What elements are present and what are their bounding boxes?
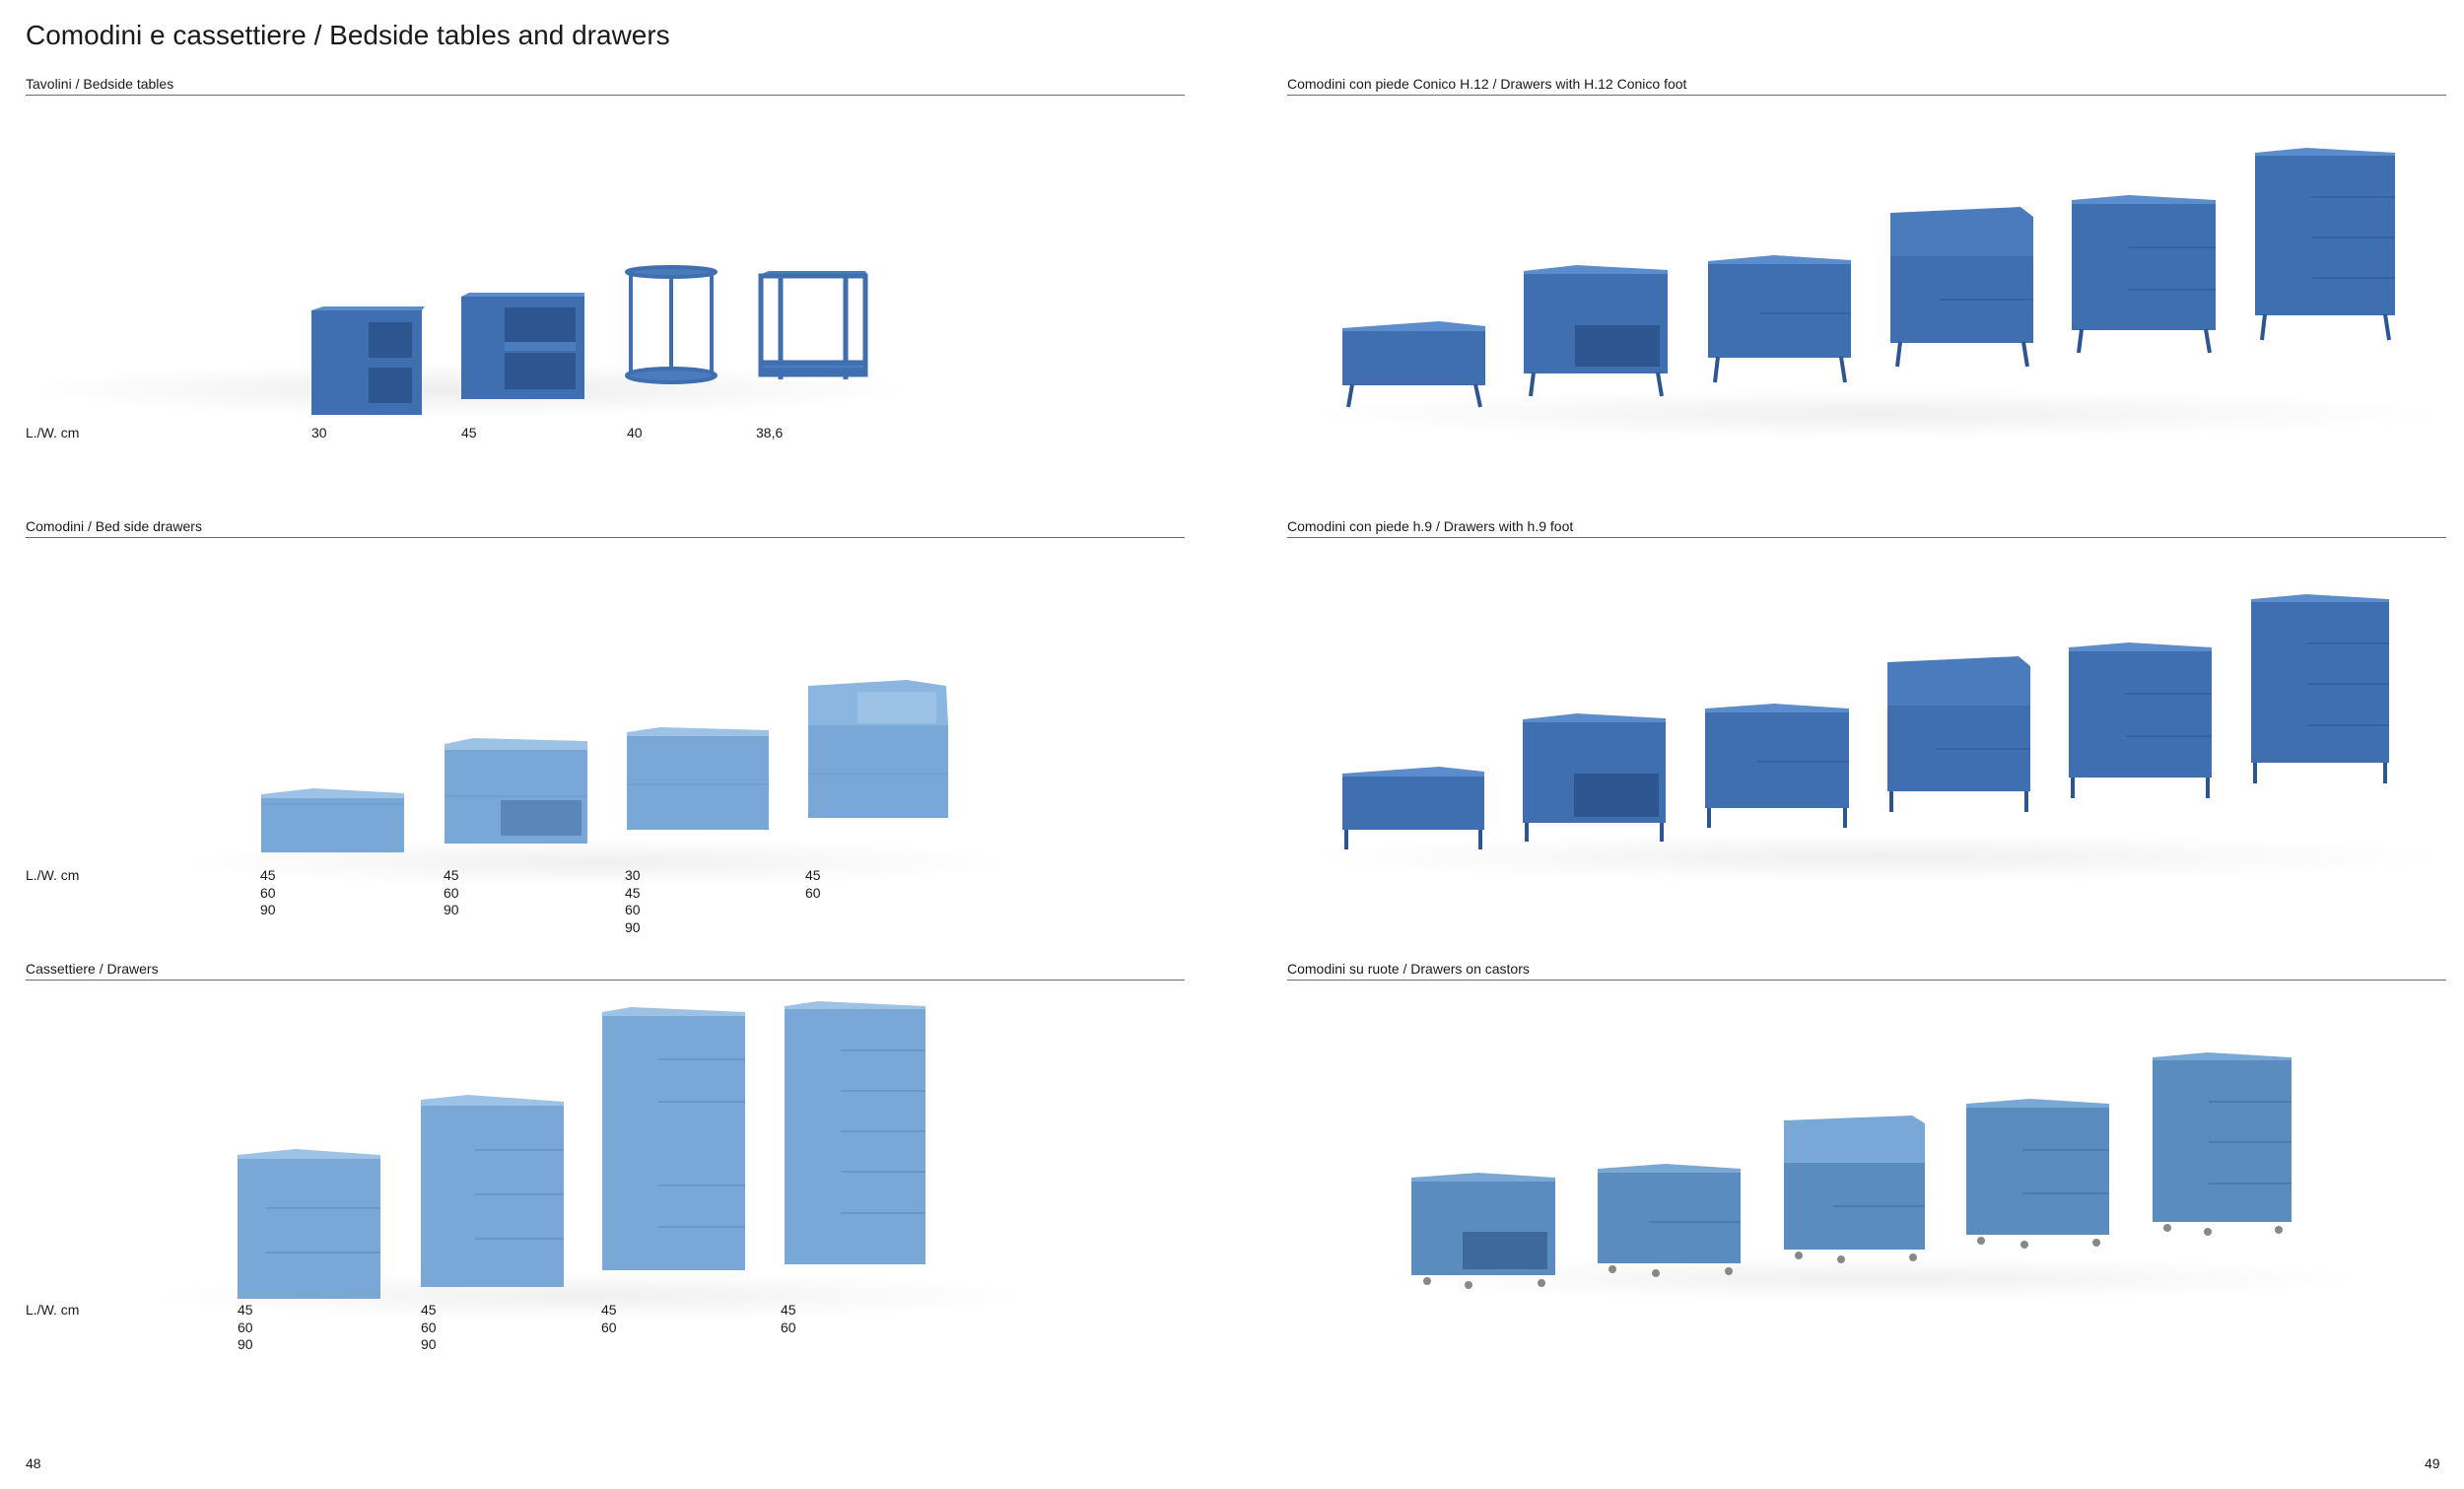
width-value: 90 xyxy=(421,1336,437,1352)
width-values: 30 45 60 90 xyxy=(625,867,641,936)
width-values: 45 60 90 xyxy=(238,1302,253,1354)
drawers-row xyxy=(148,1001,1035,1320)
width-value: 90 xyxy=(444,902,459,917)
width-values: 45 60 xyxy=(781,1302,796,1336)
castor-backrest xyxy=(1784,1116,1925,1263)
bed-drawer-backrest xyxy=(808,680,948,818)
conico-tall xyxy=(2255,148,2395,341)
width-value: 60 xyxy=(444,884,459,901)
castor-tall xyxy=(2153,1052,2292,1236)
bedside-tables-row xyxy=(26,265,913,417)
h9-foot-row xyxy=(1301,594,2454,882)
bed-drawer-two xyxy=(627,727,769,830)
drawer-chest-3 xyxy=(238,1149,380,1299)
width-value: 45 xyxy=(421,1302,437,1318)
bedside-table-30 xyxy=(311,306,425,415)
dimension-label: L./W. cm xyxy=(26,1302,80,1318)
width-value: 60 xyxy=(260,884,276,901)
width-value: 45 xyxy=(781,1302,796,1318)
section-title-bed-side-drawers: Comodini / Bed side drawers xyxy=(26,518,202,534)
width-value: 60 xyxy=(625,902,641,917)
h9-low xyxy=(1342,767,1484,849)
h9-backrest xyxy=(1887,656,2030,812)
divider xyxy=(26,980,1185,981)
castor-two xyxy=(1598,1164,1741,1277)
drawer-chest-tall-7 xyxy=(785,1001,925,1264)
conico-low xyxy=(1342,321,1485,408)
dimension-label: L./W. cm xyxy=(26,867,80,883)
width-value: 30 xyxy=(311,425,327,440)
conico-foot-row xyxy=(1301,148,2454,439)
width-values: 45 60 90 xyxy=(421,1302,437,1354)
width-values: 45 60 90 xyxy=(444,867,459,919)
castor-open xyxy=(1411,1173,1555,1289)
width-value: 90 xyxy=(260,902,276,917)
width-value: 60 xyxy=(805,884,821,901)
section-title-conico-foot: Comodini con piede Conico H.12 / Drawers… xyxy=(1287,76,1687,92)
castor-three xyxy=(1966,1099,2109,1249)
bed-drawer-open xyxy=(445,738,587,844)
bed-drawer-low xyxy=(261,788,404,852)
width-values: 45 60 90 xyxy=(260,867,276,919)
drawer-chest-4 xyxy=(421,1095,564,1287)
conico-backrest xyxy=(1890,207,2033,368)
width-value: 60 xyxy=(601,1319,617,1335)
width-value: 45 xyxy=(461,425,477,440)
width-value: 40 xyxy=(627,425,643,440)
conico-two xyxy=(1708,255,1851,383)
divider xyxy=(26,95,1185,96)
h9-tall xyxy=(2251,594,2389,783)
conico-three xyxy=(2072,195,2216,354)
conico-open xyxy=(1524,265,1668,397)
castors-row xyxy=(1380,1052,2365,1301)
width-value: 45 xyxy=(238,1302,253,1318)
width-value: 45 xyxy=(260,867,276,883)
bedside-table-45 xyxy=(461,293,584,399)
width-value: 60 xyxy=(238,1319,253,1335)
page-title: Comodini e cassettiere / Bedside tables … xyxy=(26,20,670,50)
width-value: 90 xyxy=(238,1336,253,1352)
width-value: 30 xyxy=(625,867,641,883)
width-value: 90 xyxy=(625,918,641,935)
bed-side-drawers-row xyxy=(177,680,1015,887)
width-values: 45 60 xyxy=(805,867,821,902)
width-value: 45 xyxy=(625,884,641,901)
divider xyxy=(26,537,1185,538)
width-value: 45 xyxy=(805,867,821,883)
section-title-h9-foot: Comodini con piede h.9 / Drawers with h.… xyxy=(1287,518,1574,534)
h9-open xyxy=(1523,713,1666,842)
width-value: 45 xyxy=(601,1302,617,1318)
section-title-drawers: Cassettiere / Drawers xyxy=(26,961,159,977)
width-value: 45 xyxy=(444,867,459,883)
width-values: 45 60 xyxy=(601,1302,617,1336)
h9-three xyxy=(2069,643,2212,798)
bedside-table-40 xyxy=(625,265,718,384)
h9-two xyxy=(1705,704,1849,828)
dimension-label: L./W. cm xyxy=(26,425,80,440)
drawer-chest-tall-6 xyxy=(602,1007,745,1270)
divider xyxy=(1287,537,2446,538)
width-value: 60 xyxy=(781,1319,796,1335)
section-title-castors: Comodini su ruote / Drawers on castors xyxy=(1287,961,1530,977)
page-number-left: 48 xyxy=(26,1455,41,1471)
page-number-right: 49 xyxy=(2425,1455,2440,1471)
width-value: 60 xyxy=(421,1319,437,1335)
bedside-table-38-6 xyxy=(758,271,868,379)
section-title-bedside-tables: Tavolini / Bedside tables xyxy=(26,76,174,92)
width-value: 38,6 xyxy=(756,425,784,440)
divider xyxy=(1287,95,2446,96)
divider xyxy=(1287,980,2446,981)
